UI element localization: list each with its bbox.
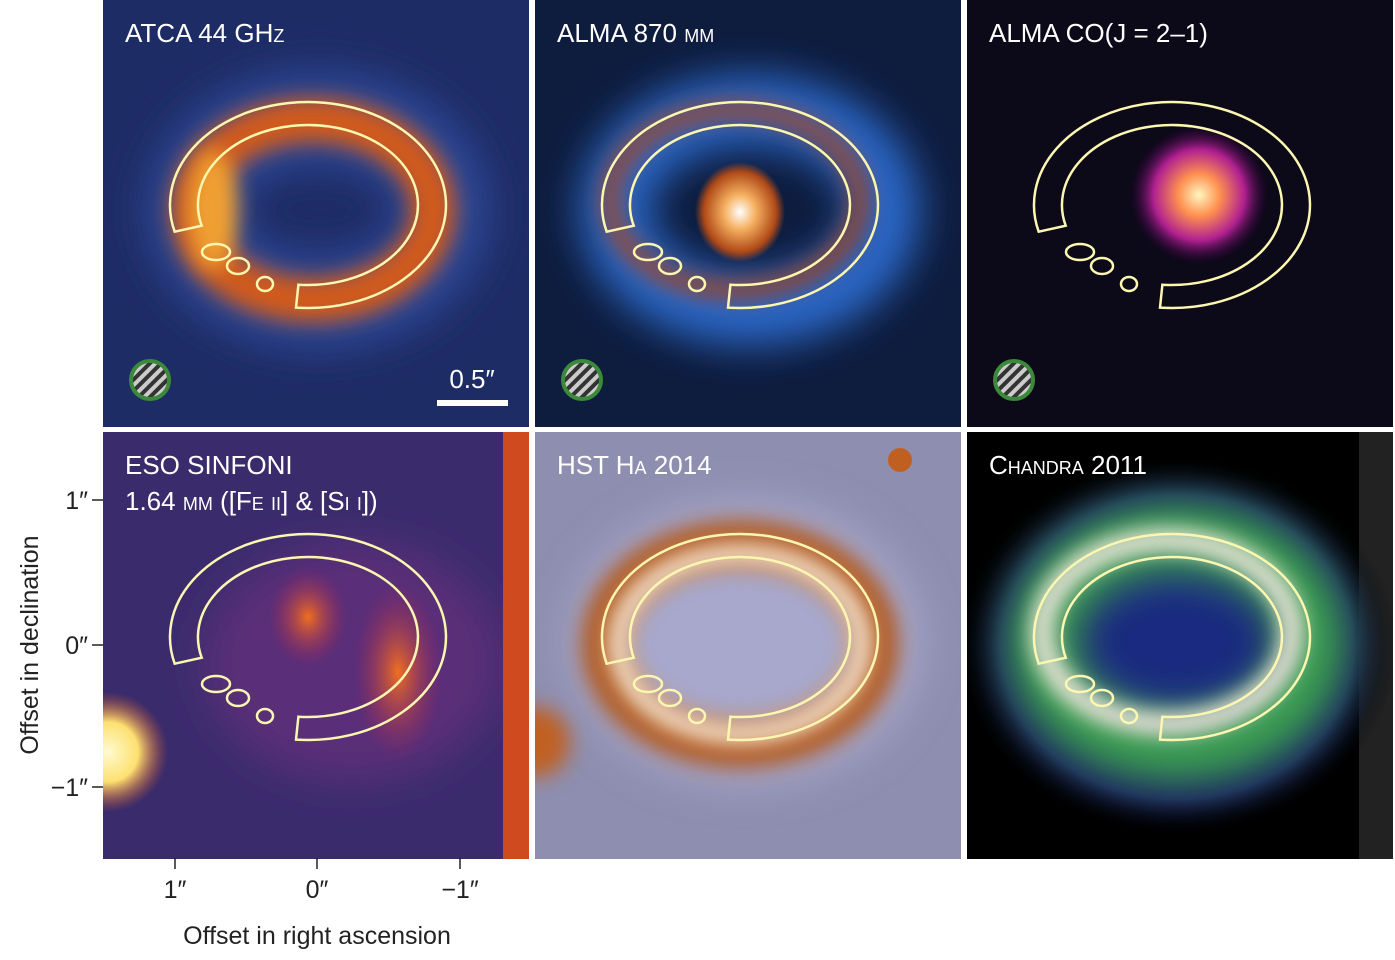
image-layer [188,150,238,270]
panel-image [967,432,1393,859]
image-layer [503,432,529,859]
x-tick-label: 1″ [164,876,187,904]
image-layer [1129,125,1269,265]
panel-label: ATCA 44 GHz [125,18,284,48]
y-tick-label: 1″ [65,487,88,515]
panel-label: 1.64 μm ([Fe ii] & [Si i]) [125,486,378,516]
panel: Chandra 2011 [967,432,1393,859]
panel-label: ALMA 870 μm [557,18,714,48]
panel-image [535,0,961,427]
panel-image [967,0,1393,427]
scale-label: 0.5″ [449,364,494,394]
image-layer [695,162,785,262]
image-layer [581,520,899,768]
panel-label: Chandra 2011 [989,450,1147,480]
image-layer [1031,529,1303,735]
beam [993,359,1035,401]
image-layer [268,567,348,667]
image-layer [535,707,570,777]
image-layer [203,542,503,782]
panel-label: ALMA CO(J = 2–1) [989,18,1208,48]
panel: ESO SINFONI 1.64 μm ([Fe ii] & [Si i]) [103,432,529,859]
image-layer [601,101,869,299]
panel-image [103,0,529,427]
image-layer [353,582,443,762]
image-layer [103,692,168,812]
panel: ATCA 44 GHz [103,0,529,427]
panel: ALMA CO(J = 2–1) [967,0,1393,427]
y-tick-label: −1″ [51,774,89,802]
panel-label: ESO SINFONI [125,450,293,480]
image-layer [609,545,871,743]
panel-label: HST Hα 2014 [557,450,712,480]
panel: HST Hα 2014 [535,432,961,859]
panel-image [103,432,529,859]
image-layer [888,448,912,472]
beam [561,359,603,401]
beam [129,359,171,401]
y-tick-label: 0″ [65,632,88,660]
panel: ALMA 870 μm [535,0,961,427]
x-tick-label: 0″ [306,876,329,904]
panel-image [535,432,961,859]
scale-bar [437,400,508,406]
y-axis-title: Offset in declination [16,535,44,754]
x-tick-label: −1″ [441,876,479,904]
x-axis-title: Offset in right ascension [183,922,451,950]
